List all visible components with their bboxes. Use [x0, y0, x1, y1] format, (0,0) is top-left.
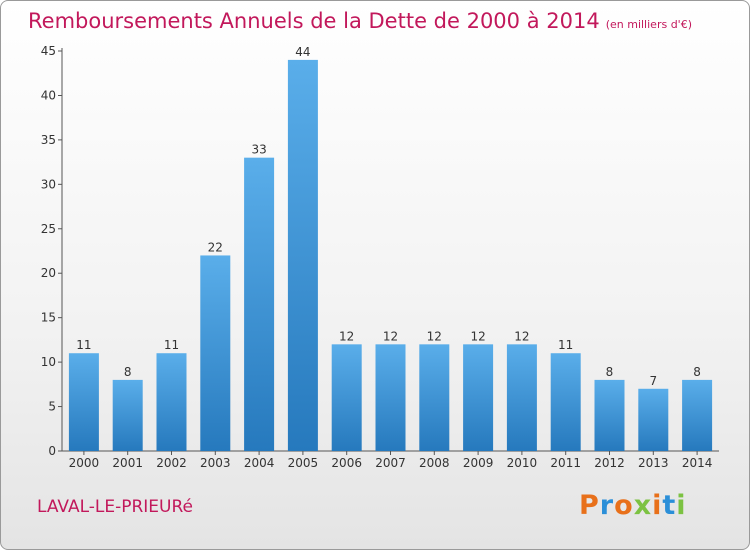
bar-value-label-2004: 33 [251, 143, 266, 157]
bar-value-label-2011: 11 [558, 338, 573, 352]
bar-2006 [331, 344, 362, 451]
logo-letter: i [676, 490, 687, 521]
bar-2004 [244, 157, 275, 451]
x-tick-label-2009: 2009 [463, 456, 494, 470]
x-tick-label-2006: 2006 [331, 456, 362, 470]
bar-value-label-2010: 12 [514, 329, 529, 343]
logo-letter: x [633, 490, 653, 521]
x-axis: 2000 2001 2002 2003 2004 2005 2006 2007 2008 2009… [62, 450, 719, 470]
bar-value-label-2008: 12 [427, 329, 442, 343]
y-tick-label: 15 [41, 311, 56, 325]
y-tick-label: 0 [48, 444, 56, 458]
bar-2003 [200, 255, 231, 451]
bar-value-label-2014: 8 [693, 365, 701, 379]
commune-name: LAVAL-LE-PRIEURé [37, 497, 193, 517]
bar-2010 [506, 344, 537, 451]
y-axis: 0 5 10 15 20 25 30 35 40 45 [41, 44, 63, 458]
bar-value-label-2000: 11 [76, 338, 91, 352]
x-tick-label-2005: 2005 [288, 456, 319, 470]
bar-2000 [68, 353, 99, 451]
bar-value-label-2006: 12 [339, 329, 354, 343]
y-tick-label: 20 [41, 266, 56, 280]
x-tick-label-2007: 2007 [375, 456, 406, 470]
bar-2002 [156, 353, 187, 451]
x-tick-label-2012: 2012 [594, 456, 625, 470]
logo-letter: r [599, 490, 615, 521]
bar-value-label-2002: 11 [164, 338, 179, 352]
y-tick-label: 10 [41, 355, 56, 369]
chart-unit-note: (en milliers d'€) [605, 18, 692, 31]
bar-2012 [594, 379, 625, 451]
y-tick-label: 5 [48, 400, 56, 414]
bar-2001 [112, 379, 143, 451]
x-tick-label-2011: 2011 [550, 456, 581, 470]
y-tick-label: 40 [41, 88, 56, 102]
bars: 11 8 11 22 33 44 12 12 12 12 12 11 8 7 8 [68, 45, 713, 452]
logo-letter: i [652, 490, 663, 521]
bar-value-label-2005: 44 [295, 45, 310, 59]
x-tick-label-2002: 2002 [156, 456, 187, 470]
y-tick-label: 45 [41, 44, 56, 58]
bar-value-label-2007: 12 [383, 329, 398, 343]
y-tick-label: 25 [41, 222, 56, 236]
bar-2011 [550, 353, 581, 451]
bar-value-label-2009: 12 [470, 329, 485, 343]
x-tick-label-2003: 2003 [200, 456, 231, 470]
bar-value-label-2012: 8 [606, 365, 614, 379]
y-tick-label: 30 [41, 177, 56, 191]
bar-2005 [287, 59, 318, 452]
x-tick-label-2010: 2010 [507, 456, 538, 470]
bar-value-label-2003: 22 [208, 240, 223, 254]
proxiti-logo: Proxiti [579, 490, 687, 521]
y-tick-label: 35 [41, 133, 56, 147]
logo-letter: o [614, 490, 634, 521]
x-tick-label-2001: 2001 [112, 456, 143, 470]
logo-letter: t [662, 490, 677, 521]
x-tick-label-2013: 2013 [638, 456, 669, 470]
logo-letter: P [579, 490, 600, 521]
x-tick-label-2004: 2004 [244, 456, 275, 470]
x-tick-label-2000: 2000 [69, 456, 100, 470]
chart-title: Remboursements Annuels de la Dette de 20… [28, 9, 692, 33]
bar-2013 [638, 388, 669, 451]
bar-2008 [419, 344, 450, 451]
x-tick-label-2014: 2014 [682, 456, 713, 470]
bar-2009 [463, 344, 494, 451]
chart-title-text: Remboursements Annuels de la Dette de 20… [28, 9, 600, 33]
x-tick-label-2008: 2008 [419, 456, 450, 470]
bar-2007 [375, 344, 406, 451]
bar-value-label-2013: 7 [649, 374, 657, 388]
bar-2014 [682, 379, 713, 451]
bar-value-label-2001: 8 [124, 365, 132, 379]
